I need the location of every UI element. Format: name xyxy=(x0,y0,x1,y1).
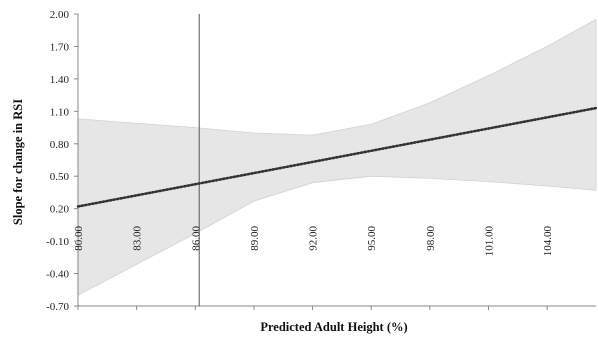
y-tick-label: 2.00 xyxy=(50,9,70,21)
y-axis-title: Slope for change in RSI xyxy=(11,99,25,225)
x-tick-label: 104.00 xyxy=(542,226,554,257)
y-tick-label: 1.10 xyxy=(50,106,70,118)
regression-line-0 xyxy=(76,106,598,208)
y-tick-label: 0.80 xyxy=(50,139,70,151)
x-tick-label: 95.00 xyxy=(366,226,378,251)
y-tick-label: -0.70 xyxy=(46,301,69,313)
plot-area xyxy=(76,14,598,307)
y-axis-ticks: 2.00 1.70 1.40 1.10 0.80 0.50 0.20 -0.10 -0.40 -0… xyxy=(46,9,78,313)
x-tick-label: 98.00 xyxy=(425,226,437,251)
x-axis-title: Predicted Adult Height (%) xyxy=(260,320,407,334)
x-tick-label: 80.00 xyxy=(73,226,85,251)
y-tick-label: -0.40 xyxy=(46,269,69,281)
y-tick-label: 1.70 xyxy=(50,41,70,53)
x-axis-ticks: 80.00 83.00 86.00 89.00 92.00 95.00 98.00 101.0… xyxy=(73,226,554,310)
y-tick-label: 0.20 xyxy=(50,204,70,216)
x-tick-label: 101.00 xyxy=(484,226,496,257)
y-tick-label: 1.40 xyxy=(50,74,70,86)
x-tick-label: 89.00 xyxy=(249,226,261,251)
x-tick-label: 83.00 xyxy=(132,226,144,251)
y-tick-label: -0.10 xyxy=(46,236,69,248)
x-tick-label: 86.00 xyxy=(190,226,202,251)
y-tick-label: 0.50 xyxy=(50,171,70,183)
x-tick-label: 92.00 xyxy=(308,226,320,251)
